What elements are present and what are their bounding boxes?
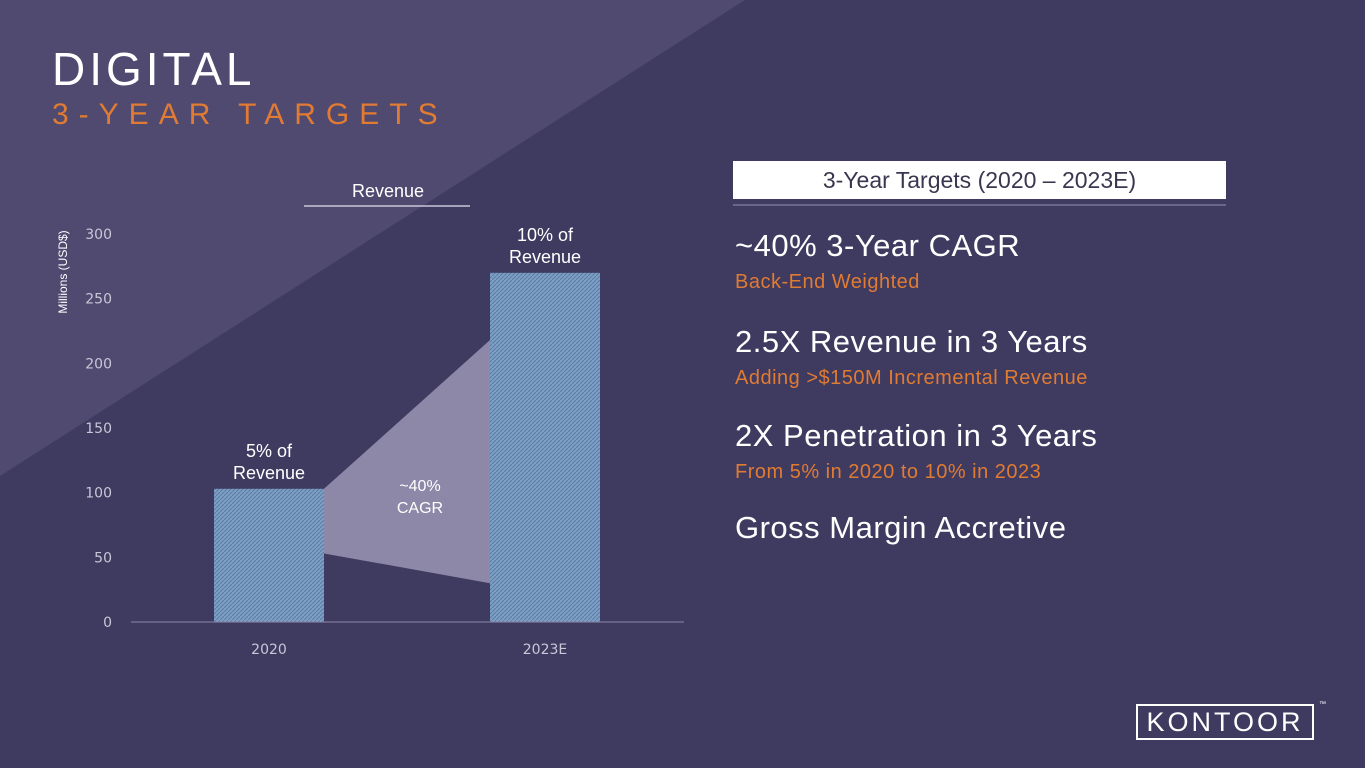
y-tick-label: 50 (94, 550, 112, 566)
slide-subtitle: 3-YEAR TARGETS (52, 98, 448, 131)
bar-data-label: 10% of (517, 225, 574, 245)
y-tick-label: 250 (85, 292, 112, 308)
trademark-symbol: ™ (1319, 701, 1326, 708)
y-tick-label: 200 (85, 356, 112, 372)
y-tick-label: 300 (85, 227, 112, 243)
target-item: 2X Penetration in 3 Years From 5% in 202… (735, 418, 1097, 484)
target-detail: From 5% in 2020 to 10% in 2023 (735, 461, 1042, 483)
bar-2020 (214, 488, 324, 622)
cagr-annotation: CAGR (397, 500, 443, 517)
y-tick-label: 100 (85, 486, 112, 502)
x-tick-label: 2023E (523, 642, 567, 658)
target-headline: Gross Margin Accretive (735, 510, 1067, 545)
bar-data-label: Revenue (509, 247, 581, 267)
target-detail: Adding >$150M Incremental Revenue (735, 367, 1088, 389)
target-headline: ~40% 3-Year CAGR (735, 228, 1021, 263)
target-headline: 2X Penetration in 3 Years (735, 418, 1098, 453)
target-item: Gross Margin Accretive (735, 510, 1066, 546)
x-tick-label: 2020 (251, 642, 287, 658)
chart-title: Revenue (352, 181, 424, 201)
cagr-annotation: ~40% (399, 478, 440, 495)
target-item: 2.5X Revenue in 3 Years Adding >$150M In… (735, 324, 1088, 390)
slide-title: DIGITAL (52, 43, 256, 95)
target-headline: 2.5X Revenue in 3 Years (735, 324, 1088, 359)
bar-data-label: Revenue (233, 463, 305, 483)
y-tick-label: 150 (85, 421, 112, 437)
revenue-bar-chart: Revenue Millions (USD$) 0 50 100 150 200 250 300… (56, 181, 684, 658)
targets-panel-divider (733, 204, 1226, 206)
kontoor-logo: KONTOOR (1136, 704, 1314, 740)
y-axis-label: Millions (USD$) (56, 230, 70, 313)
y-tick-label: 0 (103, 615, 112, 631)
targets-panel-header: 3-Year Targets (2020 – 2023E) (733, 161, 1226, 199)
bar-2023E (490, 272, 600, 622)
cagr-wedge (324, 340, 490, 584)
target-detail: Back-End Weighted (735, 271, 920, 293)
bar-data-label: 5% of (246, 441, 293, 461)
target-item: ~40% 3-Year CAGR Back-End Weighted (735, 228, 1020, 294)
